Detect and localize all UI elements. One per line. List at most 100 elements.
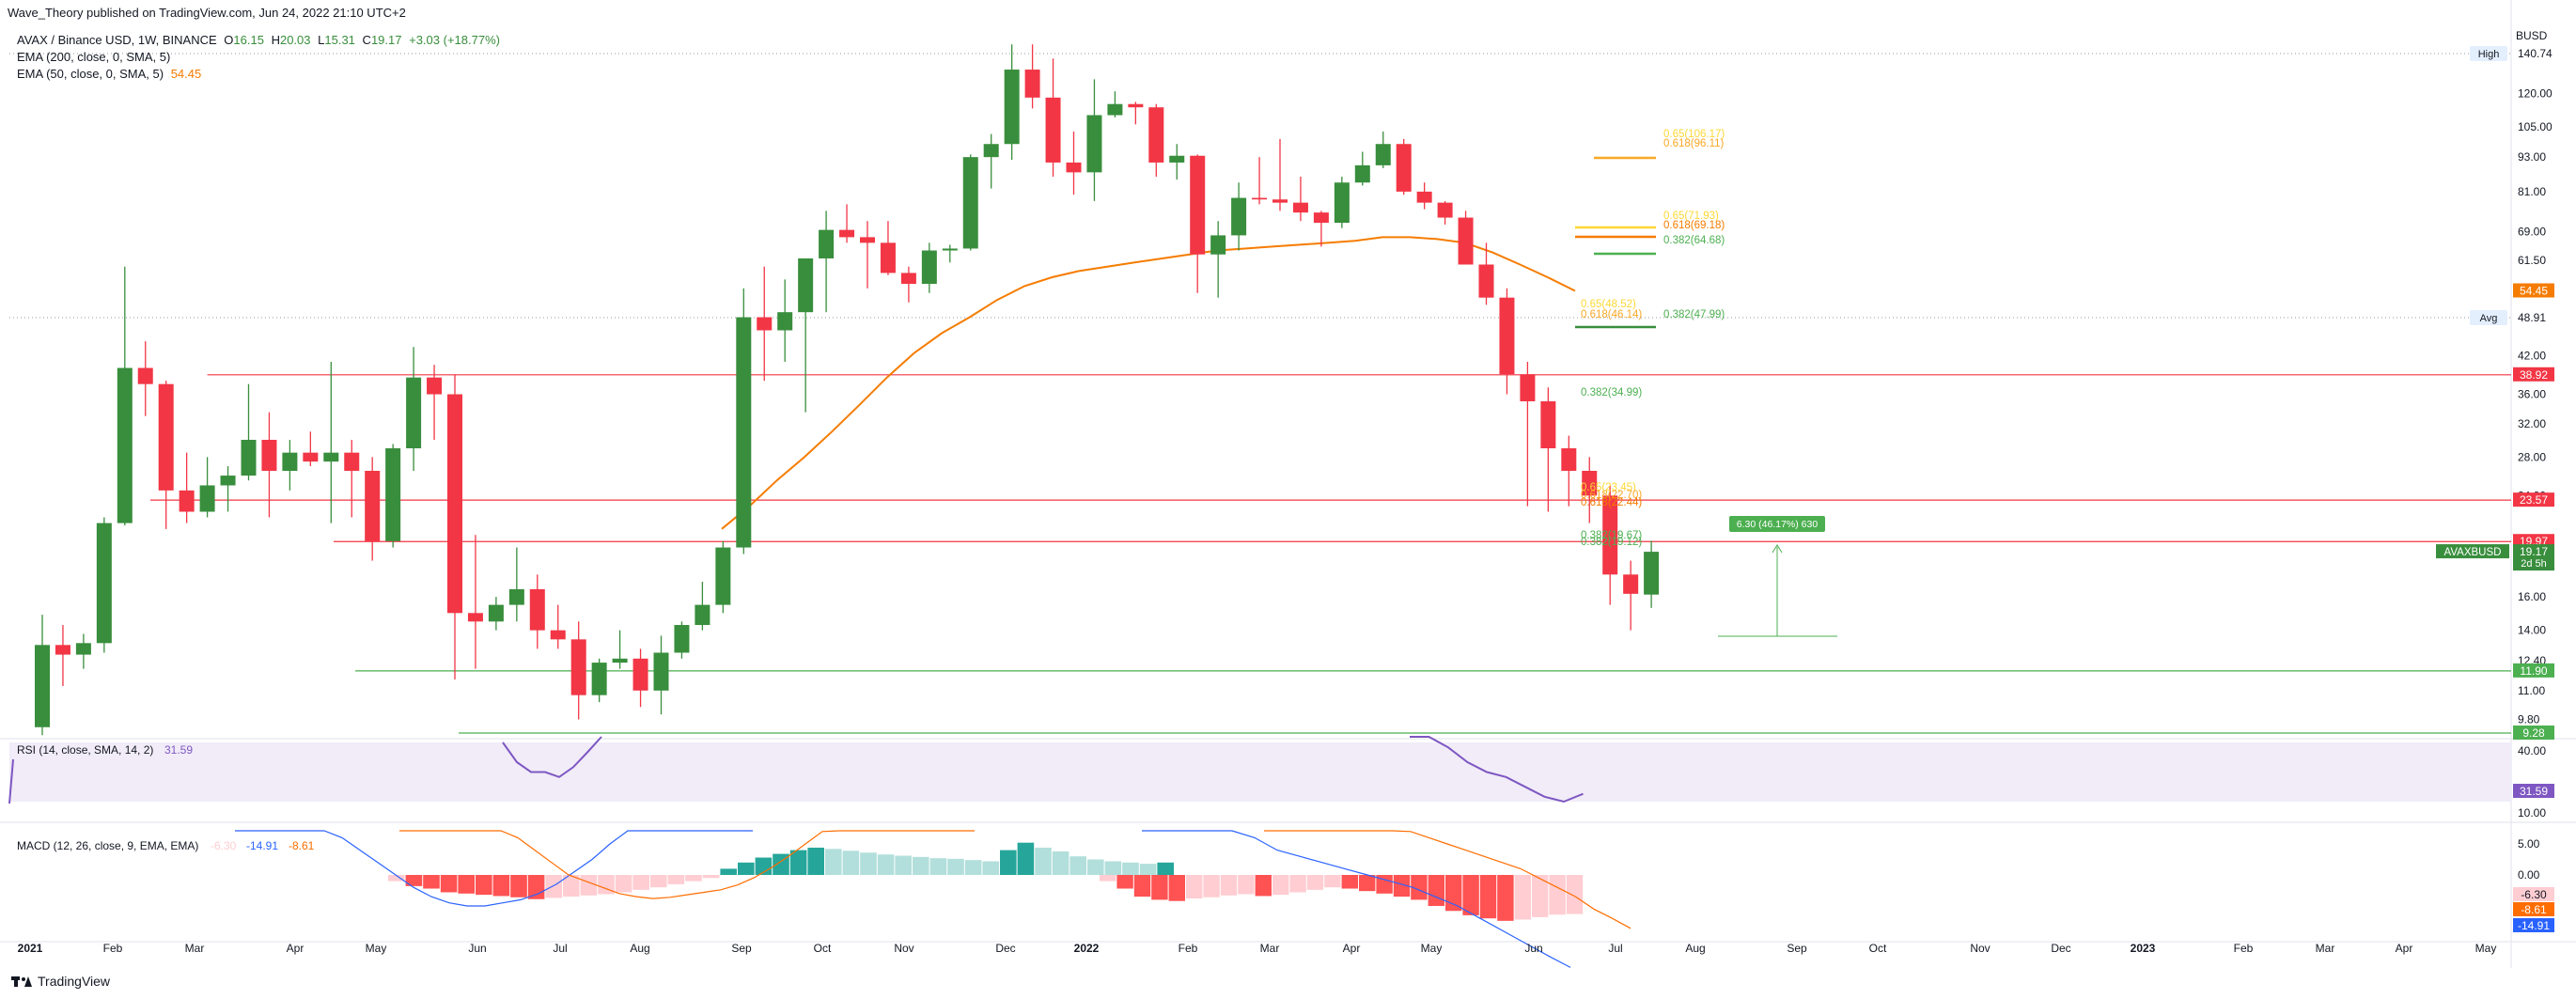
rsi-line	[502, 736, 602, 778]
macd-histogram-bar	[1393, 875, 1411, 898]
macd-histogram-bar	[1272, 875, 1289, 896]
symbol-title: AVAX / Binance USD, 1W, BINANCE	[17, 33, 217, 47]
rsi-band	[9, 742, 2511, 802]
x-axis-tick: Mar	[1260, 942, 1280, 955]
candle-body	[674, 625, 690, 653]
macd-histogram-bar	[1157, 862, 1174, 875]
dotted-line-tag	[2470, 310, 2507, 326]
y-axis-tick: 14.00	[2518, 624, 2546, 637]
fib-level-label: 0.618(22.44)	[1581, 497, 1642, 508]
macd-histogram-bar	[1445, 875, 1462, 912]
candle-body	[1272, 199, 1288, 203]
macd-histogram-bar	[1168, 875, 1185, 901]
macd-histogram-bar	[1238, 875, 1255, 895]
price-tag-label: 9.28	[2522, 726, 2545, 740]
rsi-line	[1410, 736, 1584, 804]
candle-body	[1148, 107, 1164, 163]
candle-body	[962, 157, 978, 249]
x-axis-tick: Oct	[1869, 942, 1887, 955]
macd-histogram-bar	[598, 875, 615, 895]
x-axis-tick: Oct	[814, 942, 832, 955]
chart-legend: AVAX / Binance USD, 1W, BINANCE O16.15 H…	[17, 32, 500, 83]
macd-histogram-bar	[1186, 875, 1203, 899]
candle-body	[839, 229, 855, 238]
macd-histogram-bar	[1341, 875, 1358, 889]
candle-body	[1478, 264, 1494, 298]
tradingview-brand[interactable]: TradingView	[11, 974, 110, 989]
ema200-legend-row[interactable]: EMA (200, close, 0, SMA, 5)	[17, 49, 500, 66]
macd-histogram-bar	[947, 858, 964, 875]
y-axis-tick: 81.00	[2518, 185, 2546, 198]
x-axis-tick: Apr	[2396, 942, 2413, 955]
rsi-price-tag: 31.59	[2520, 785, 2548, 798]
macd-histogram-bar	[738, 862, 755, 875]
macd-histogram-bar	[510, 875, 527, 898]
fib-level-label: 0.65(23.45)	[1581, 482, 1636, 493]
candle-body	[529, 588, 545, 631]
macd-histogram-bar	[1133, 875, 1151, 898]
x-axis-tick: May	[2475, 942, 2497, 955]
macd-histogram-bar	[1035, 847, 1052, 875]
macd-histogram-bar	[440, 875, 458, 893]
candle-body	[323, 452, 339, 462]
candle-body	[777, 312, 793, 331]
candle-body	[1375, 144, 1391, 165]
measure-label: 6.30 (46.17%) 630	[1737, 519, 1819, 530]
x-axis-tick: Sep	[731, 942, 752, 955]
candle-body	[900, 273, 916, 285]
y-axis-tick: 28.00	[2518, 450, 2546, 463]
price-tag-bg	[2513, 663, 2554, 678]
candle-body	[1520, 374, 1536, 402]
ohlc-close-label: C	[362, 33, 371, 47]
candle-body	[1024, 70, 1040, 98]
macd-price-tag-bg	[2513, 887, 2554, 901]
macd-histogram-bar	[1116, 875, 1133, 889]
candle-body	[96, 523, 112, 644]
rsi-legend: RSI (14, close, SMA, 14, 2)	[17, 743, 153, 757]
candle-body	[508, 588, 524, 605]
macd-histogram-bar	[685, 875, 702, 882]
candle-body	[1231, 197, 1247, 236]
ohlc-low: 15.31	[324, 33, 355, 47]
dotted-line-label: Avg	[2480, 313, 2498, 324]
candle-body	[385, 448, 401, 541]
fib-level-label: 0.65(106.17)	[1663, 129, 1725, 140]
x-axis-tick: Jul	[553, 942, 567, 955]
macd-histogram-bar	[1376, 875, 1393, 894]
macd-histogram-bar	[563, 875, 580, 898]
candle-body	[1086, 115, 1102, 173]
candle-body	[1582, 470, 1598, 496]
candle-body	[1066, 162, 1082, 173]
fib-level-label: 0.382(64.68)	[1663, 235, 1725, 246]
ema50-legend-row[interactable]: EMA (50, close, 0, SMA, 5) 54.45	[17, 66, 500, 83]
candle-body	[1252, 197, 1268, 200]
dotted-line-tag	[2470, 46, 2507, 61]
x-axis-tick: May	[366, 942, 387, 955]
price-tag-label: 23.57	[2520, 493, 2548, 507]
macd-histogram-bar	[877, 854, 895, 875]
x-axis-tick: Dec	[995, 942, 1015, 955]
x-axis-tick: Mar	[2316, 942, 2335, 955]
candle-body	[1190, 155, 1206, 255]
candle-body	[137, 367, 153, 384]
fib-level-label: 0.618(96.11)	[1663, 138, 1725, 149]
brand-label: TradingView	[38, 974, 111, 989]
candle-body	[1169, 155, 1185, 163]
macd-histogram-bar	[1289, 875, 1306, 893]
macd-histogram-bar	[1479, 875, 1497, 919]
macd-line	[235, 830, 753, 907]
y-axis-tick: 48.91	[2518, 311, 2546, 324]
macd-price-tag: -14.91	[2518, 919, 2550, 932]
candle-body	[1334, 182, 1350, 224]
macd-histogram-bar	[913, 856, 929, 875]
macd-legend: MACD (12, 26, close, 9, EMA, EMA)	[17, 839, 198, 852]
ema-price-tag: 54.45	[2520, 285, 2548, 298]
candle-body	[220, 476, 236, 486]
macd-histogram-bar	[1203, 875, 1220, 898]
macd-histogram-bar	[1104, 861, 1122, 875]
macd-histogram-bar	[476, 875, 492, 896]
candle-body	[282, 452, 298, 471]
macd-legend-macd: -14.91	[246, 839, 278, 852]
